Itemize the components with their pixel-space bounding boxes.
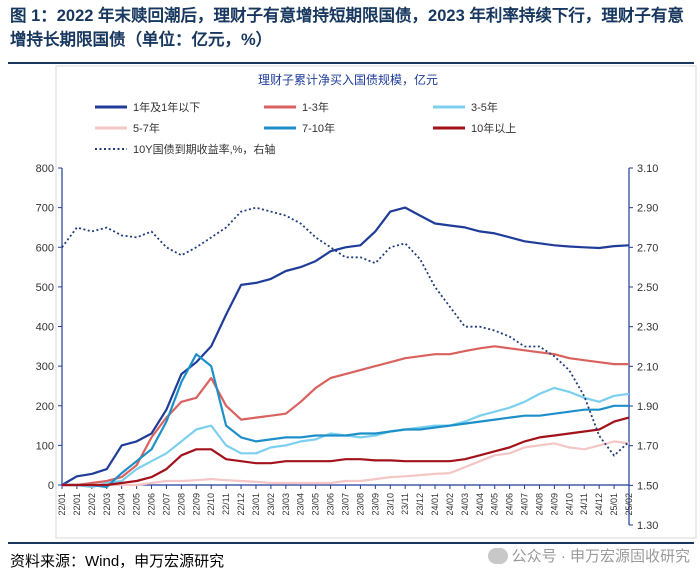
x-tick-label: 24/05 bbox=[490, 493, 500, 516]
x-tick-label: 24/02 bbox=[445, 493, 455, 516]
x-tick-label: 23/05 bbox=[311, 493, 321, 516]
y-tick-label-right: 2.90 bbox=[637, 203, 658, 215]
x-tick-label: 22/04 bbox=[117, 493, 127, 516]
y-tick-label-left: 200 bbox=[36, 401, 54, 413]
legend-label: 3-5年 bbox=[471, 100, 498, 114]
x-tick-label: 22/03 bbox=[102, 493, 112, 516]
y-tick-label-right: 2.30 bbox=[637, 322, 658, 334]
series-line bbox=[61, 206, 630, 457]
y-tick-label-left: 300 bbox=[36, 361, 54, 373]
bottom-rule bbox=[8, 542, 694, 544]
x-tick-label: 25/02 bbox=[624, 493, 634, 516]
x-tick-label: 24/06 bbox=[505, 493, 515, 516]
x-tick-label: 23/04 bbox=[296, 493, 306, 516]
x-tick-label: 24/12 bbox=[594, 493, 604, 516]
x-tick-label: 22/02 bbox=[87, 493, 97, 516]
axes: 0 100 200 300 400 500 600 700 800 1.30 1.50 1.70 1.9… bbox=[36, 163, 659, 532]
y-tick-label-left: 700 bbox=[36, 203, 54, 215]
y-tick-label-right: 2.50 bbox=[637, 282, 658, 294]
x-tick-label: 23/12 bbox=[415, 493, 425, 516]
legend: 1年及1年以下 1-3年 3-5年 5-7年 7-10年 10年以上 10Y国债到期收益率,… bbox=[95, 100, 516, 156]
watermark: 公众号 · 申万宏源固收研究 bbox=[487, 545, 690, 566]
y-tick-label-right: 1.70 bbox=[637, 441, 658, 453]
x-tick-label: 24/03 bbox=[460, 493, 470, 516]
x-tick-label: 23/07 bbox=[341, 493, 351, 516]
x-tick-label: 23/01 bbox=[251, 493, 261, 516]
source-note: 资料来源：Wind，申万宏源研究 bbox=[10, 553, 225, 570]
y-tick-label-right: 1.30 bbox=[637, 520, 658, 532]
x-tick-label: 24/08 bbox=[534, 493, 544, 516]
x-tick-label: 23/10 bbox=[385, 493, 395, 516]
x-tick-label: 23/03 bbox=[281, 493, 291, 516]
y-tick-label-right: 3.10 bbox=[637, 163, 658, 175]
x-tick-label: 24/09 bbox=[549, 493, 559, 516]
x-tick-label: 22/01 bbox=[72, 493, 82, 516]
series-layer bbox=[61, 206, 630, 489]
x-tick-label: 25/01 bbox=[609, 493, 619, 516]
y-tick-label-left: 800 bbox=[36, 163, 54, 175]
y-tick-label-left: 400 bbox=[36, 322, 54, 334]
top-rule bbox=[8, 62, 694, 64]
chart-title: 理财子累计净买入国债规模，亿元 bbox=[258, 72, 438, 87]
legend-label: 1年及1年以下 bbox=[133, 100, 200, 114]
y-tick-label-right: 2.70 bbox=[637, 242, 658, 254]
plot-frame bbox=[55, 65, 697, 539]
legend-label: 10Y国债到期收益率,%，右轴 bbox=[133, 142, 275, 156]
legend-label: 5-7年 bbox=[133, 121, 160, 135]
series-line bbox=[62, 416, 630, 487]
figure-title: 图 1：2022 年末赎回潮后，理财子有意增持短期限国债，2023 年利率持续下… bbox=[10, 7, 684, 49]
x-tick-label: 24/10 bbox=[564, 493, 574, 516]
x-tick-label: 22/06 bbox=[147, 493, 157, 516]
x-tick-label: 23/11 bbox=[400, 493, 410, 515]
x-tick-label: 22/01 bbox=[57, 493, 67, 516]
x-tick-label: 22/05 bbox=[132, 493, 142, 516]
x-tick-label: 23/08 bbox=[355, 493, 365, 516]
watermark-text: 公众号 · 申万宏源固收研究 bbox=[511, 548, 690, 565]
series-line bbox=[61, 206, 630, 486]
x-tick-label: 24/04 bbox=[475, 493, 485, 516]
wechat-icon bbox=[487, 547, 508, 564]
y-tick-label-left: 0 bbox=[48, 480, 54, 492]
x-tick-label: 22/08 bbox=[176, 493, 186, 516]
legend-label: 7-10年 bbox=[302, 121, 335, 135]
series-line bbox=[62, 345, 629, 487]
x-tick-label: 23/06 bbox=[326, 493, 336, 516]
legend-label: 1-3年 bbox=[302, 100, 329, 114]
x-tick-label: 22/09 bbox=[191, 493, 201, 516]
x-tick-label: 22/10 bbox=[206, 493, 216, 516]
series-line bbox=[62, 353, 629, 489]
y-tick-label-left: 100 bbox=[36, 440, 54, 452]
x-tick-label: 24/11 bbox=[579, 493, 589, 515]
x-tick-label: 23/02 bbox=[266, 493, 276, 516]
y-tick-label-left: 600 bbox=[36, 242, 54, 254]
x-tick-label: 22/11 bbox=[221, 493, 231, 515]
y-tick-label-right: 2.10 bbox=[637, 361, 658, 373]
series-line bbox=[62, 440, 630, 487]
y-tick-label-right: 1.90 bbox=[637, 401, 658, 413]
legend-label: 10年以上 bbox=[471, 121, 516, 135]
x-tick-label: 24/07 bbox=[520, 493, 530, 516]
x-tick-label: 24/01 bbox=[430, 493, 440, 516]
y-tick-label-right: 1.50 bbox=[637, 480, 658, 492]
x-tick-label: 23/09 bbox=[370, 493, 380, 516]
y-tick-label-left: 500 bbox=[36, 282, 54, 294]
x-tick-label: 22/12 bbox=[236, 493, 246, 516]
x-tick-label: 22/07 bbox=[161, 493, 171, 516]
